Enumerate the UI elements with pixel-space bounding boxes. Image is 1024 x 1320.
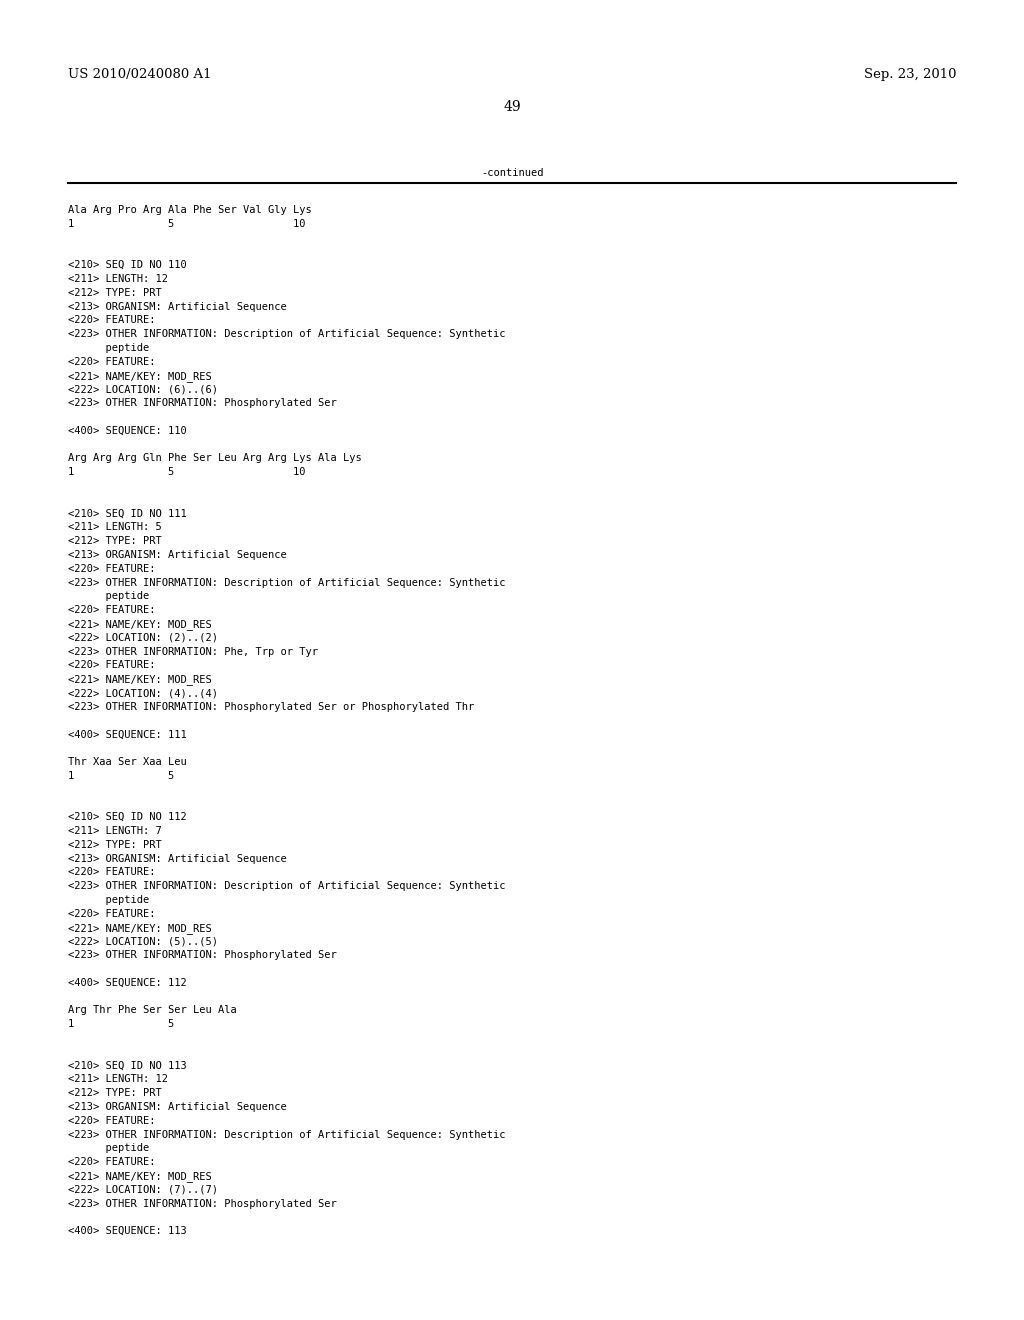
Text: <220> FEATURE:: <220> FEATURE: (68, 1115, 156, 1126)
Text: peptide: peptide (68, 343, 150, 352)
Text: <223> OTHER INFORMATION: Description of Artificial Sequence: Synthetic: <223> OTHER INFORMATION: Description of … (68, 329, 506, 339)
Text: <223> OTHER INFORMATION: Phosphorylated Ser: <223> OTHER INFORMATION: Phosphorylated … (68, 399, 337, 408)
Text: 1               5: 1 5 (68, 771, 174, 781)
Text: <400> SEQUENCE: 111: <400> SEQUENCE: 111 (68, 730, 186, 739)
Text: <223> OTHER INFORMATION: Description of Artificial Sequence: Synthetic: <223> OTHER INFORMATION: Description of … (68, 578, 506, 587)
Text: <213> ORGANISM: Artificial Sequence: <213> ORGANISM: Artificial Sequence (68, 301, 287, 312)
Text: Sep. 23, 2010: Sep. 23, 2010 (863, 69, 956, 81)
Text: <211> LENGTH: 7: <211> LENGTH: 7 (68, 826, 162, 836)
Text: US 2010/0240080 A1: US 2010/0240080 A1 (68, 69, 212, 81)
Text: <212> TYPE: PRT: <212> TYPE: PRT (68, 536, 162, 546)
Text: <210> SEQ ID NO 113: <210> SEQ ID NO 113 (68, 1060, 186, 1071)
Text: Thr Xaa Ser Xaa Leu: Thr Xaa Ser Xaa Leu (68, 756, 186, 767)
Text: <220> FEATURE:: <220> FEATURE: (68, 315, 156, 326)
Text: <220> FEATURE:: <220> FEATURE: (68, 564, 156, 574)
Text: <210> SEQ ID NO 111: <210> SEQ ID NO 111 (68, 508, 186, 519)
Text: <222> LOCATION: (4)..(4): <222> LOCATION: (4)..(4) (68, 688, 218, 698)
Text: <221> NAME/KEY: MOD_RES: <221> NAME/KEY: MOD_RES (68, 675, 212, 685)
Text: <220> FEATURE:: <220> FEATURE: (68, 1158, 156, 1167)
Text: <211> LENGTH: 12: <211> LENGTH: 12 (68, 1074, 168, 1085)
Text: <220> FEATURE:: <220> FEATURE: (68, 908, 156, 919)
Text: <223> OTHER INFORMATION: Phe, Trp or Tyr: <223> OTHER INFORMATION: Phe, Trp or Tyr (68, 647, 318, 656)
Text: -continued: -continued (480, 168, 544, 178)
Text: <220> FEATURE:: <220> FEATURE: (68, 605, 156, 615)
Text: <220> FEATURE:: <220> FEATURE: (68, 356, 156, 367)
Text: 1               5                   10: 1 5 10 (68, 467, 305, 478)
Text: <211> LENGTH: 5: <211> LENGTH: 5 (68, 523, 162, 532)
Text: <221> NAME/KEY: MOD_RES: <221> NAME/KEY: MOD_RES (68, 1171, 212, 1181)
Text: <212> TYPE: PRT: <212> TYPE: PRT (68, 1088, 162, 1098)
Text: 49: 49 (503, 100, 521, 114)
Text: <222> LOCATION: (5)..(5): <222> LOCATION: (5)..(5) (68, 936, 218, 946)
Text: <400> SEQUENCE: 110: <400> SEQUENCE: 110 (68, 426, 186, 436)
Text: <223> OTHER INFORMATION: Phosphorylated Ser or Phosphorylated Thr: <223> OTHER INFORMATION: Phosphorylated … (68, 702, 474, 711)
Text: <220> FEATURE:: <220> FEATURE: (68, 867, 156, 878)
Text: Ala Arg Pro Arg Ala Phe Ser Val Gly Lys: Ala Arg Pro Arg Ala Phe Ser Val Gly Lys (68, 205, 311, 215)
Text: <222> LOCATION: (7)..(7): <222> LOCATION: (7)..(7) (68, 1185, 218, 1195)
Text: peptide: peptide (68, 1143, 150, 1154)
Text: 1               5: 1 5 (68, 1019, 174, 1030)
Text: <223> OTHER INFORMATION: Description of Artificial Sequence: Synthetic: <223> OTHER INFORMATION: Description of … (68, 882, 506, 891)
Text: 1               5                   10: 1 5 10 (68, 219, 305, 228)
Text: <221> NAME/KEY: MOD_RES: <221> NAME/KEY: MOD_RES (68, 923, 212, 933)
Text: Arg Thr Phe Ser Ser Leu Ala: Arg Thr Phe Ser Ser Leu Ala (68, 1006, 237, 1015)
Text: <221> NAME/KEY: MOD_RES: <221> NAME/KEY: MOD_RES (68, 619, 212, 630)
Text: <400> SEQUENCE: 113: <400> SEQUENCE: 113 (68, 1226, 186, 1237)
Text: <221> NAME/KEY: MOD_RES: <221> NAME/KEY: MOD_RES (68, 371, 212, 381)
Text: peptide: peptide (68, 591, 150, 602)
Text: peptide: peptide (68, 895, 150, 906)
Text: <213> ORGANISM: Artificial Sequence: <213> ORGANISM: Artificial Sequence (68, 1102, 287, 1111)
Text: <213> ORGANISM: Artificial Sequence: <213> ORGANISM: Artificial Sequence (68, 854, 287, 863)
Text: <212> TYPE: PRT: <212> TYPE: PRT (68, 840, 162, 850)
Text: <222> LOCATION: (2)..(2): <222> LOCATION: (2)..(2) (68, 632, 218, 643)
Text: Arg Arg Arg Gln Phe Ser Leu Arg Arg Lys Ala Lys: Arg Arg Arg Gln Phe Ser Leu Arg Arg Lys … (68, 453, 361, 463)
Text: <223> OTHER INFORMATION: Phosphorylated Ser: <223> OTHER INFORMATION: Phosphorylated … (68, 950, 337, 960)
Text: <220> FEATURE:: <220> FEATURE: (68, 660, 156, 671)
Text: <210> SEQ ID NO 110: <210> SEQ ID NO 110 (68, 260, 186, 271)
Text: <211> LENGTH: 12: <211> LENGTH: 12 (68, 275, 168, 284)
Text: <222> LOCATION: (6)..(6): <222> LOCATION: (6)..(6) (68, 384, 218, 395)
Text: <400> SEQUENCE: 112: <400> SEQUENCE: 112 (68, 978, 186, 987)
Text: <213> ORGANISM: Artificial Sequence: <213> ORGANISM: Artificial Sequence (68, 550, 287, 560)
Text: <212> TYPE: PRT: <212> TYPE: PRT (68, 288, 162, 298)
Text: <223> OTHER INFORMATION: Phosphorylated Ser: <223> OTHER INFORMATION: Phosphorylated … (68, 1199, 337, 1209)
Text: <223> OTHER INFORMATION: Description of Artificial Sequence: Synthetic: <223> OTHER INFORMATION: Description of … (68, 1130, 506, 1139)
Text: <210> SEQ ID NO 112: <210> SEQ ID NO 112 (68, 812, 186, 822)
